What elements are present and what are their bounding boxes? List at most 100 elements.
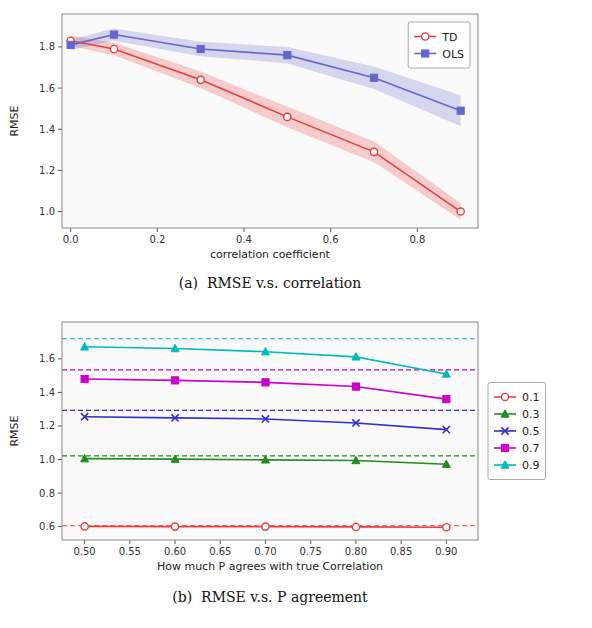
point (81, 343, 89, 350)
tick-label-x: 0.50 (73, 546, 95, 557)
tick-y (58, 129, 62, 130)
point (67, 41, 74, 48)
tick-y (58, 459, 62, 460)
plot-data (67, 28, 464, 219)
point (352, 523, 359, 530)
caption-title: (b) RMSE v.s. P agreement (172, 589, 368, 605)
y-axis-label: RMSE (8, 415, 21, 446)
tick-label-x: 0.90 (435, 546, 457, 557)
tick-label-y: 1.0 (39, 206, 55, 217)
point (370, 148, 377, 155)
point (262, 415, 269, 422)
figure: 0.00.20.40.60.81.01.21.41.61.8correlatio… (0, 0, 592, 628)
tick-label-y: 1.2 (39, 165, 55, 176)
legend: 0.10.30.50.70.9 (488, 383, 546, 480)
tick-x (446, 540, 447, 544)
tick-label-x: 0.60 (164, 546, 186, 557)
tick-label-x: 0.75 (300, 546, 322, 557)
chart: 0.00.20.40.60.81.01.21.41.61.8correlatio… (8, 14, 478, 291)
tick-label-y: 1.0 (39, 454, 55, 465)
tick-x (70, 228, 71, 232)
x-axis-label: correlation coefficient (210, 248, 331, 261)
legend-box (488, 383, 546, 480)
plot-frame (62, 14, 478, 228)
series-line (71, 35, 461, 111)
legend-marker (501, 427, 508, 434)
point (171, 523, 178, 530)
tick-label-x: 0.65 (209, 546, 231, 557)
tick-x (401, 540, 402, 544)
point (81, 375, 88, 382)
tick-x (310, 540, 311, 544)
legend-label: OLS (442, 48, 464, 61)
point (81, 523, 88, 530)
legend-marker (422, 50, 429, 57)
tick-y (58, 170, 62, 171)
series-line (85, 347, 447, 374)
tick-label-y: 0.6 (39, 521, 55, 532)
tick-y (58, 88, 62, 89)
point (457, 208, 464, 215)
reference-line (62, 455, 478, 456)
point (352, 383, 359, 390)
plot-frame (62, 322, 478, 540)
caption-title: (a) RMSE v.s. correlation (179, 275, 361, 291)
tick-x (220, 540, 221, 544)
point (261, 347, 269, 354)
tick-x (157, 228, 158, 232)
point (352, 419, 359, 426)
point (352, 456, 360, 463)
point (284, 113, 291, 120)
reference-line (62, 338, 478, 339)
tick-label-y: 1.4 (39, 387, 55, 398)
legend-marker (501, 461, 509, 468)
series-line (71, 41, 461, 212)
tick-label-x: 0.85 (390, 546, 412, 557)
point (370, 74, 377, 81)
legend-label: 0.7 (522, 442, 540, 455)
reference-line (62, 410, 478, 411)
tick-label-y: 1.2 (39, 420, 55, 431)
point (110, 45, 117, 52)
legend-label: 0.5 (522, 425, 540, 438)
legend-marker (501, 410, 509, 417)
plot-background (62, 322, 478, 540)
plot-data (62, 339, 478, 531)
point (262, 523, 269, 530)
tick-label-x: 0.8 (409, 234, 425, 245)
point (197, 76, 204, 83)
tick-label-y: 1.6 (39, 83, 55, 94)
tick-label-x: 0.4 (236, 234, 252, 245)
tick-y (58, 211, 62, 212)
point (81, 413, 88, 420)
series-line (85, 379, 447, 399)
tick-x (129, 540, 130, 544)
tick-label-x: 0.6 (323, 234, 339, 245)
tick-x (244, 228, 245, 232)
point (457, 107, 464, 114)
tick-x (330, 228, 331, 232)
chart: 0.500.550.600.650.700.750.800.850.900.60… (8, 322, 546, 605)
point (110, 31, 117, 38)
tick-label-x: 0.70 (254, 546, 276, 557)
tick-label-x: 0.55 (119, 546, 141, 557)
tick-label-x: 0.2 (149, 234, 165, 245)
point (171, 344, 179, 351)
plot-background (62, 14, 478, 228)
point (443, 524, 450, 531)
point (197, 45, 204, 52)
legend-box (408, 22, 470, 68)
tick-x (417, 228, 418, 232)
tick-y (58, 493, 62, 494)
x-axis-label: How much P agrees with true Correlation (157, 560, 383, 573)
std-band (71, 28, 461, 126)
legend-marker (501, 393, 508, 400)
tick-x (355, 540, 356, 544)
point (171, 455, 179, 462)
tick-y (58, 392, 62, 393)
point (81, 454, 89, 461)
point (352, 353, 360, 360)
point (442, 370, 450, 377)
point (284, 52, 291, 59)
legend-label: 0.3 (522, 408, 540, 421)
